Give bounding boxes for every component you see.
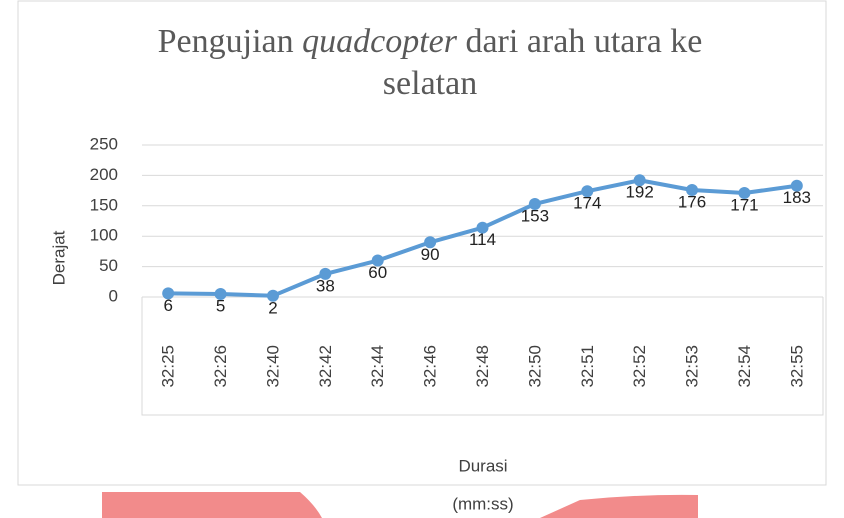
data-label: 90: [421, 245, 440, 264]
title-part: Pengujian: [158, 23, 294, 60]
x-axis-label: (mm:ss): [452, 494, 513, 513]
data-label: 171: [730, 196, 758, 215]
marker: [424, 236, 437, 249]
marker: [790, 179, 803, 192]
marker: [266, 289, 279, 302]
y-tick-label: 200: [90, 165, 118, 184]
data-label: 153: [521, 206, 549, 225]
data-label: 2: [268, 298, 277, 317]
marker: [633, 174, 646, 187]
data-label: 6: [163, 296, 172, 315]
data-label: 60: [368, 263, 387, 282]
y-tick-label: 0: [109, 286, 118, 305]
data-label: 38: [316, 276, 335, 295]
marker: [319, 267, 332, 280]
x-tick-label: 32:44: [368, 345, 387, 388]
x-tick-label: 32:42: [316, 345, 335, 388]
category-box: [141, 297, 824, 416]
y-tick-label: 100: [90, 226, 118, 245]
x-tick-label: 32:52: [630, 345, 649, 388]
x-tick-label: 32:50: [525, 345, 544, 388]
data-label: 5: [216, 296, 225, 315]
x-tick-label: 32:48: [473, 345, 492, 388]
chart-title: Pengujian quadcopter dari arah utara ke: [158, 23, 703, 60]
data-label: 176: [678, 192, 706, 211]
data-label: 114: [469, 230, 496, 249]
x-tick-label: 32:46: [421, 345, 440, 388]
marker: [528, 197, 541, 210]
x-tick-label: 32:54: [735, 345, 754, 388]
decoration: [540, 494, 698, 518]
y-tick-label: 50: [99, 256, 118, 275]
data-label: 174: [573, 194, 601, 213]
x-tick-label: 32:40: [263, 345, 282, 388]
y-tick-label: 250: [90, 134, 118, 153]
marker: [581, 185, 594, 198]
marker: [371, 254, 384, 267]
x-tick-label: 32:55: [787, 345, 806, 388]
x-tick-label: 32:51: [578, 345, 597, 388]
x-axis-label: Durasi: [458, 456, 507, 475]
x-tick-label: 32:25: [159, 345, 178, 388]
title-part: quadcopter: [302, 23, 458, 60]
marker: [476, 221, 489, 234]
data-label: 183: [783, 188, 811, 207]
marker: [738, 187, 751, 200]
marker: [162, 287, 175, 300]
data-label: 192: [625, 183, 653, 202]
y-tick-label: 150: [90, 195, 118, 214]
y-axis-label: Derajat: [49, 230, 68, 285]
marker: [686, 183, 699, 196]
chart-title: selatan: [383, 65, 477, 102]
decoration: [102, 492, 322, 518]
marker: [214, 287, 227, 300]
x-tick-label: 32:26: [211, 345, 230, 388]
title-part: dari arah utara ke: [465, 23, 702, 60]
x-tick-label: 32:53: [683, 345, 702, 388]
